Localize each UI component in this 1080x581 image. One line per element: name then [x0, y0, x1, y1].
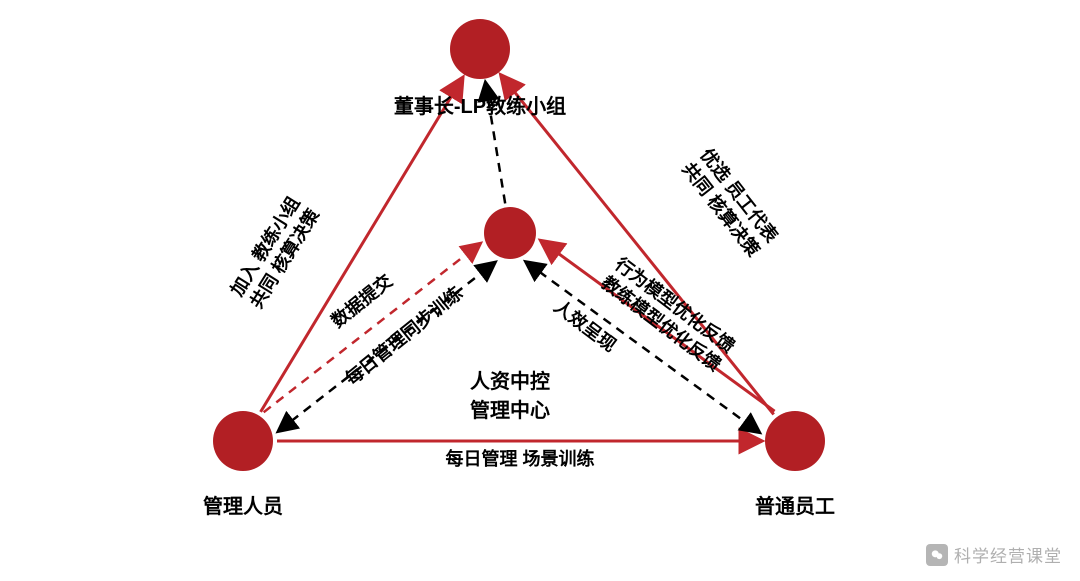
watermark: 科学经营课堂: [926, 542, 1062, 567]
node-top: [450, 19, 510, 79]
edge-label-left-to-right: 每日管理 场景训练: [370, 448, 670, 471]
wechat-icon: [926, 544, 948, 566]
node-label-top: 董事长-LP教练小组: [360, 90, 600, 119]
node-left: [213, 411, 273, 471]
node-label-center: 人资中控 管理中心: [390, 365, 630, 423]
node-label-left: 管理人员: [123, 490, 363, 519]
node-label-right: 普通员工: [675, 490, 915, 519]
watermark-text: 科学经营课堂: [954, 542, 1062, 567]
